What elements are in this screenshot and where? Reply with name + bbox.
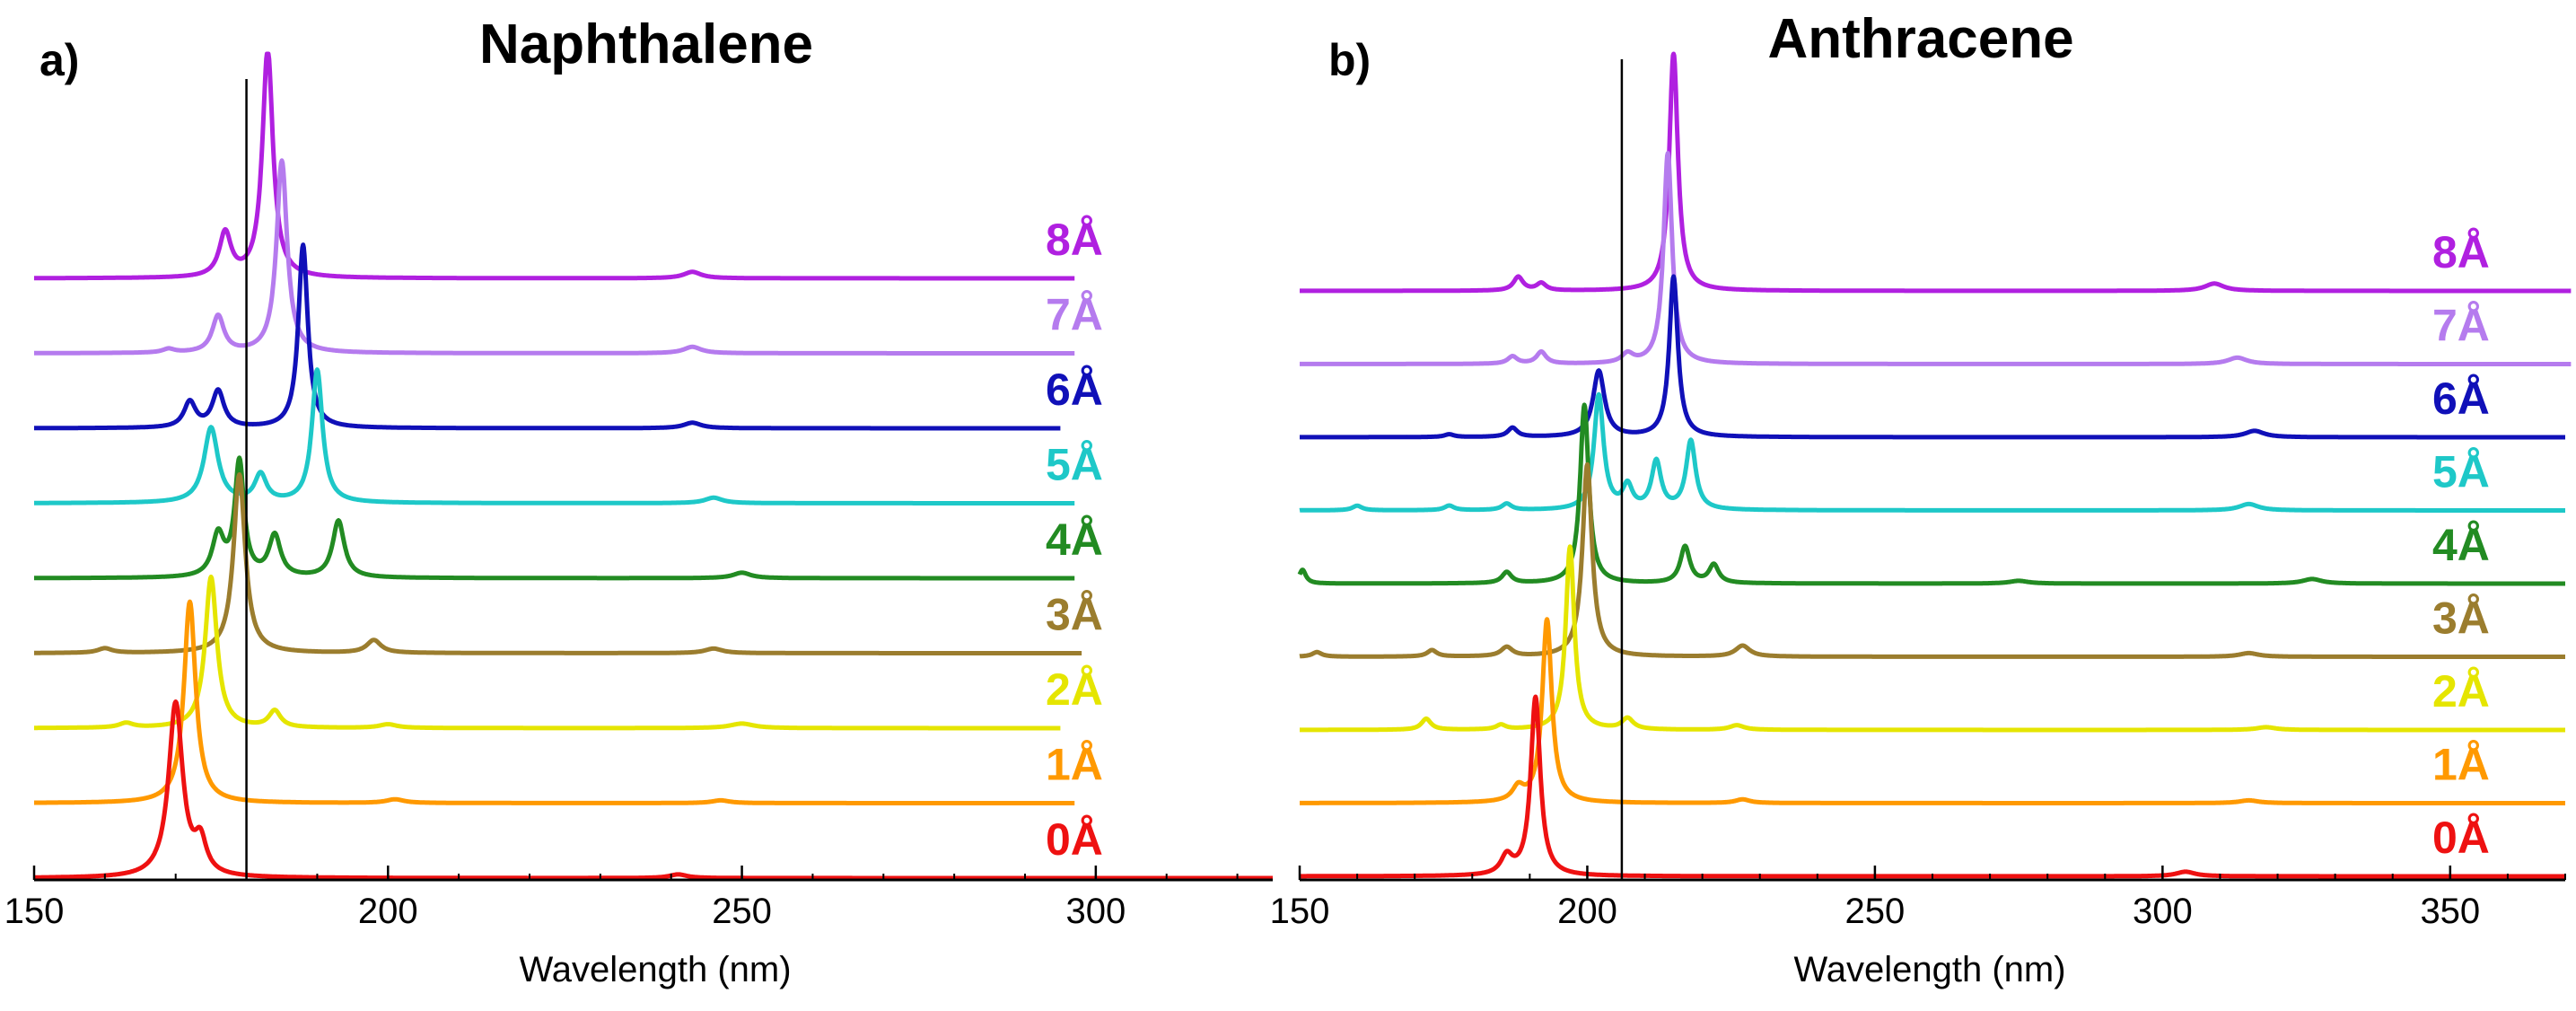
x-tick-label: 300 bbox=[1065, 892, 1126, 931]
series-label: 3Å bbox=[2432, 593, 2490, 644]
series-line-1Å bbox=[1298, 617, 2567, 805]
series-label: 0Å bbox=[2432, 813, 2490, 863]
series-label: 1Å bbox=[2432, 740, 2490, 790]
series-label: 7Å bbox=[2432, 301, 2490, 351]
series-line-4Å bbox=[32, 455, 1076, 581]
series-line-6Å bbox=[1298, 274, 2567, 440]
series-line-8Å bbox=[1298, 51, 2573, 294]
x-tick-label: 200 bbox=[1557, 892, 1617, 931]
panel-a-title: Naphthalene bbox=[478, 13, 814, 75]
series-line-3Å bbox=[1298, 462, 2567, 659]
series-line-6Å bbox=[32, 242, 1063, 431]
series-label: 5Å bbox=[1046, 440, 1103, 490]
series-label: 6Å bbox=[1046, 365, 1103, 415]
series-label: 5Å bbox=[2432, 447, 2490, 497]
series-line-2Å bbox=[32, 574, 1063, 731]
x-tick-label: 250 bbox=[1845, 892, 1906, 931]
panel-b-letter: b) bbox=[1328, 35, 1371, 85]
series-label: 1Å bbox=[1046, 740, 1103, 790]
x-tick-label: 350 bbox=[2420, 892, 2480, 931]
series-line-5Å bbox=[1298, 391, 2567, 513]
panel-a-xlabel: Wavelength (nm) bbox=[519, 950, 792, 989]
panel-b-xlabel: Wavelength (nm) bbox=[1793, 950, 2066, 989]
series-label: 0Å bbox=[1046, 814, 1103, 865]
panel-a-plot: 8Å 7Å 6Å 5Å 4Å 3Å 2Å 1Å 0Å 150 200 250 300 bbox=[4, 51, 1275, 931]
x-tick-label: 200 bbox=[358, 892, 418, 931]
x-tick-label: 300 bbox=[2133, 892, 2193, 931]
x-tick-label: 150 bbox=[4, 892, 65, 931]
series-label: 2Å bbox=[1046, 664, 1103, 715]
series-label: 7Å bbox=[1046, 290, 1103, 340]
series-label: 8Å bbox=[1046, 215, 1103, 265]
series-line-0Å bbox=[32, 699, 1275, 881]
series-label: 3Å bbox=[1046, 590, 1103, 640]
series-line-8Å bbox=[32, 51, 1076, 281]
series-line-5Å bbox=[32, 367, 1076, 506]
panel-b-title: Anthracene bbox=[1767, 8, 2074, 70]
series-line-2Å bbox=[1298, 544, 2567, 733]
series-label: 4Å bbox=[2432, 520, 2490, 570]
series-label: 6Å bbox=[2432, 374, 2490, 424]
series-label: 8Å bbox=[2432, 227, 2490, 277]
series-line-7Å bbox=[1298, 151, 2573, 366]
x-tick-label: 150 bbox=[1270, 892, 1330, 931]
series-line-1Å bbox=[32, 599, 1076, 805]
series-label: 2Å bbox=[2432, 666, 2490, 716]
series-label: 4Å bbox=[1046, 514, 1103, 565]
panel-a-letter: a) bbox=[39, 35, 80, 85]
panel-b-plot: 8Å 7Å 6Å 5Å 4Å 3Å 2Å 1Å 0Å 150 200 250 300 350 bbox=[1270, 51, 2573, 931]
series-line-7Å bbox=[32, 158, 1076, 356]
series-line-0Å bbox=[1298, 694, 2567, 879]
x-tick-label: 250 bbox=[712, 892, 772, 931]
series-line-3Å bbox=[32, 472, 1083, 655]
series-line-4Å bbox=[1297, 402, 2567, 586]
